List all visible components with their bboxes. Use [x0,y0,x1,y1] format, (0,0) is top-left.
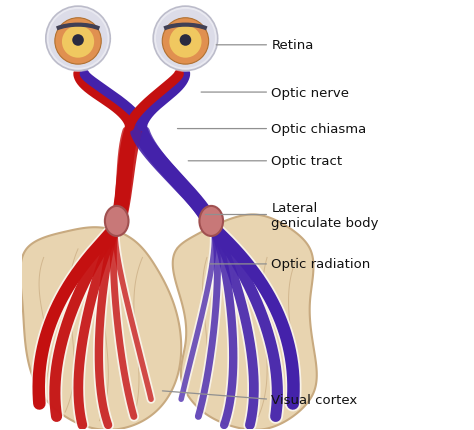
Circle shape [62,26,94,58]
Text: Retina: Retina [272,39,314,52]
Circle shape [55,18,101,65]
Circle shape [46,7,110,71]
Polygon shape [173,215,317,430]
Text: Visual cortex: Visual cortex [272,393,357,406]
Ellipse shape [105,206,128,237]
Ellipse shape [200,206,223,237]
Text: Lateral
geniculate body: Lateral geniculate body [272,201,379,229]
Circle shape [162,18,209,65]
Text: Optic chiasma: Optic chiasma [272,123,366,136]
Circle shape [169,26,201,58]
Circle shape [153,7,218,71]
Text: Optic nerve: Optic nerve [272,86,349,99]
Text: Optic radiation: Optic radiation [272,258,371,271]
Text: Optic tract: Optic tract [272,155,343,168]
Polygon shape [20,228,181,430]
Circle shape [180,35,191,47]
Circle shape [72,35,84,47]
